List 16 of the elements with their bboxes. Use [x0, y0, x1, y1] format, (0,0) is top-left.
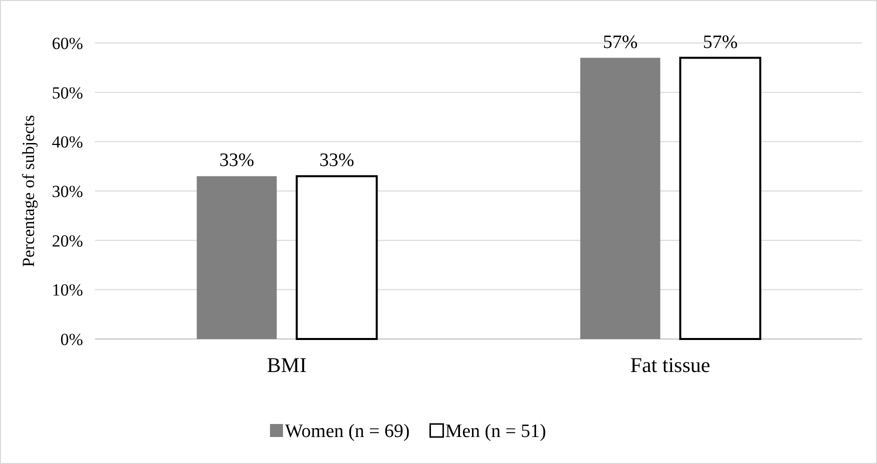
data-label: 33% — [219, 150, 254, 172]
y-tick-label: 0% — [60, 330, 83, 349]
y-tick-label: 40% — [52, 132, 83, 152]
legend-label: Women (n = 69) — [285, 421, 410, 442]
legend-label: Men (n = 51) — [445, 421, 546, 442]
y-axis-title: Percentage of subjects — [19, 115, 38, 267]
x-tick-label: BMI — [266, 353, 307, 377]
data-label: 57% — [602, 32, 638, 53]
data-label: 33% — [319, 150, 354, 172]
y-tick-label: 30% — [52, 182, 83, 201]
y-tick-label: 10% — [52, 280, 83, 300]
y-tick-label: 50% — [52, 83, 83, 102]
y-tick-label: 20% — [52, 231, 83, 250]
data-label: 57% — [702, 32, 738, 53]
x-tick-label: Fat tissue — [630, 353, 710, 377]
y-tick-label: 60% — [52, 34, 83, 53]
